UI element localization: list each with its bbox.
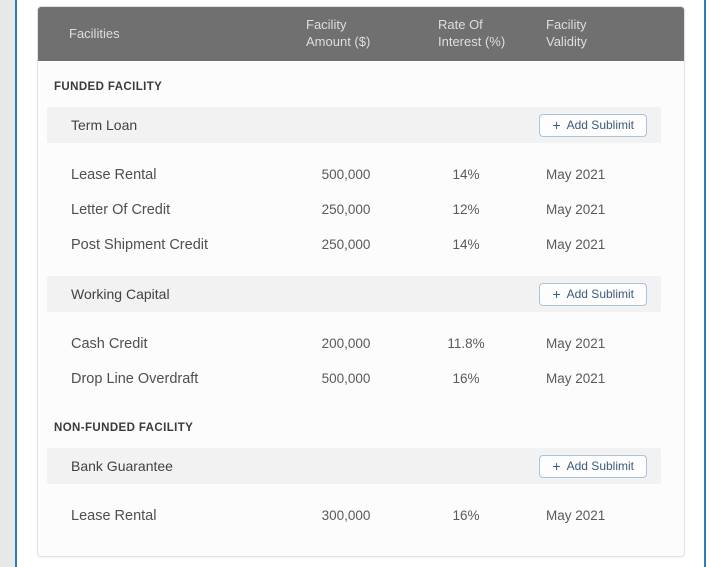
facility-group-row: Term Loan + Add Sublimit	[47, 107, 661, 143]
facility-group: Term Loan + Add Sublimit Lease Rental 50…	[38, 107, 684, 262]
column-header-facility-validity: Facility Validity	[546, 17, 587, 49]
sublimit-validity: May 2021	[546, 237, 606, 252]
sublimit-row: Lease Rental 300,000 16% May 2021	[47, 498, 661, 533]
facility-group-name: Bank Guarantee	[71, 458, 173, 474]
facility-group-name: Working Capital	[71, 286, 170, 302]
sublimit-row: Cash Credit 200,000 11.8% May 2021	[47, 326, 661, 361]
facility-section: NON-FUNDED FACILITY Bank Guarantee + Add…	[38, 420, 684, 533]
table-header: Facilities Facility Amount ($) Rate Of I…	[38, 7, 684, 61]
sublimit-name: Post Shipment Credit	[71, 236, 209, 253]
sublimit-amount: 200,000	[321, 336, 371, 351]
sublimit-validity: May 2021	[546, 371, 606, 386]
sublimit-name: Lease Rental	[71, 166, 157, 183]
sublimit-rate: 16%	[452, 508, 480, 523]
facility-group-row: Bank Guarantee + Add Sublimit	[47, 448, 661, 484]
sublimit-name: Lease Rental	[71, 507, 157, 524]
plus-icon: +	[552, 458, 561, 474]
column-header-rate-of-interest: Rate Of Interest (%)	[438, 17, 506, 49]
facility-group: Working Capital + Add Sublimit Cash Cred…	[38, 276, 684, 396]
sublimit-rate: 14%	[452, 237, 480, 252]
sublimit-rate: 11.8%	[447, 336, 485, 351]
sublimit-amount: 300,000	[321, 508, 371, 523]
facility-group-row: Working Capital + Add Sublimit	[47, 276, 661, 312]
left-margin-strip	[0, 0, 15, 567]
sublimit-rate: 12%	[452, 202, 480, 217]
add-sublimit-button[interactable]: + Add Sublimit	[539, 454, 647, 478]
sublimit-rate: 16%	[452, 371, 480, 386]
facility-section: FUNDED FACILITY Term Loan + Add Sublimit…	[38, 79, 684, 396]
sublimit-rate: 14%	[452, 167, 480, 182]
plus-icon: +	[552, 286, 561, 302]
sublimit-row: Post Shipment Credit 250,000 14% May 202…	[47, 227, 661, 262]
facility-sections: FUNDED FACILITY Term Loan + Add Sublimit…	[38, 79, 684, 533]
sublimit-name: Drop Line Overdraft	[71, 370, 199, 387]
left-border-line	[15, 0, 17, 567]
sublimit-validity: May 2021	[546, 336, 606, 351]
sublimit-name: Cash Credit	[71, 335, 148, 352]
sublimit-validity: May 2021	[546, 167, 606, 182]
sublimit-name: Letter Of Credit	[71, 201, 171, 218]
column-header-facility-amount: Facility Amount ($)	[306, 17, 371, 49]
sublimit-amount: 250,000	[321, 202, 371, 217]
sublimit-validity: May 2021	[546, 202, 606, 217]
add-sublimit-label: Add Sublimit	[566, 459, 634, 473]
plus-icon: +	[552, 117, 561, 133]
facilities-card: Facilities Facility Amount ($) Rate Of I…	[37, 6, 685, 557]
sublimit-row: Drop Line Overdraft 500,000 16% May 2021	[47, 361, 661, 396]
section-label: FUNDED FACILITY	[54, 81, 163, 93]
add-sublimit-button[interactable]: + Add Sublimit	[539, 113, 647, 137]
section-label: NON-FUNDED FACILITY	[54, 422, 194, 434]
column-header-facilities: Facilities	[38, 26, 306, 43]
right-border-line	[704, 0, 706, 567]
facility-group: Bank Guarantee + Add Sublimit Lease Rent…	[38, 448, 684, 533]
sublimit-row: Lease Rental 500,000 14% May 2021	[47, 157, 661, 192]
sublimit-amount: 500,000	[321, 167, 371, 182]
sublimit-row: Letter Of Credit 250,000 12% May 2021	[47, 192, 661, 227]
add-sublimit-label: Add Sublimit	[566, 118, 634, 132]
sublimit-amount: 250,000	[321, 237, 371, 252]
add-sublimit-button[interactable]: + Add Sublimit	[539, 282, 647, 306]
column-header-facilities-label: Facilities	[69, 25, 120, 41]
facility-group-name: Term Loan	[71, 117, 138, 133]
sublimit-amount: 500,000	[321, 371, 371, 386]
sublimit-validity: May 2021	[546, 508, 606, 523]
add-sublimit-label: Add Sublimit	[566, 287, 634, 301]
